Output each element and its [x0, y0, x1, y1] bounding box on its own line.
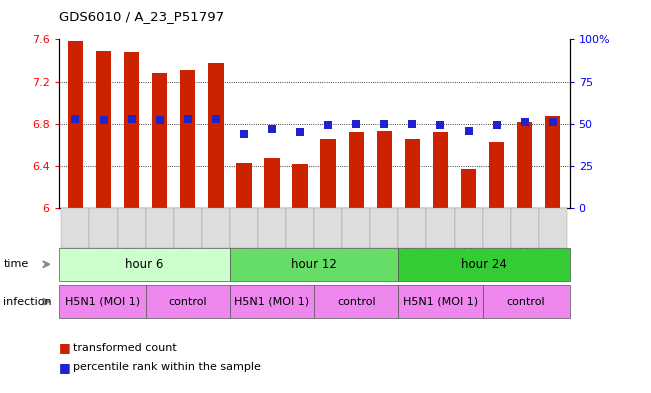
Text: hour 24: hour 24 — [461, 258, 507, 271]
Text: transformed count: transformed count — [73, 343, 176, 353]
Text: control: control — [169, 297, 207, 307]
Point — [547, 119, 558, 125]
Text: H5N1 (MOI 1): H5N1 (MOI 1) — [403, 297, 478, 307]
Point — [323, 122, 333, 129]
Text: H5N1 (MOI 1): H5N1 (MOI 1) — [64, 297, 140, 307]
Bar — [545, 116, 561, 208]
Point — [70, 116, 81, 122]
Text: time: time — [3, 259, 29, 269]
Bar — [124, 52, 139, 208]
Text: ■: ■ — [59, 361, 70, 374]
Point — [154, 117, 165, 123]
Point — [295, 129, 305, 135]
Bar — [292, 164, 308, 208]
Bar — [180, 70, 195, 208]
Bar — [489, 142, 505, 208]
Text: control: control — [337, 297, 376, 307]
Point — [182, 116, 193, 122]
Text: percentile rank within the sample: percentile rank within the sample — [73, 362, 261, 373]
Point — [267, 126, 277, 132]
Bar — [376, 131, 392, 208]
Point — [379, 121, 389, 127]
Bar — [96, 51, 111, 208]
Point — [98, 117, 109, 123]
Text: infection: infection — [3, 297, 52, 307]
Text: ■: ■ — [59, 341, 70, 354]
Bar — [236, 163, 252, 208]
Bar — [405, 139, 420, 208]
Bar — [264, 158, 280, 208]
Point — [211, 116, 221, 122]
Point — [351, 121, 361, 127]
Bar — [208, 62, 223, 208]
Point — [519, 119, 530, 125]
Point — [239, 131, 249, 137]
Point — [126, 116, 137, 122]
Bar — [152, 73, 167, 208]
Bar — [68, 41, 83, 208]
Text: control: control — [506, 297, 546, 307]
Text: H5N1 (MOI 1): H5N1 (MOI 1) — [234, 297, 310, 307]
Bar — [517, 122, 533, 208]
Point — [407, 121, 417, 127]
Text: GDS6010 / A_23_P51797: GDS6010 / A_23_P51797 — [59, 10, 224, 23]
Point — [436, 122, 446, 129]
Text: hour 6: hour 6 — [125, 258, 163, 271]
Bar — [433, 132, 448, 208]
Bar — [320, 139, 336, 208]
Point — [492, 122, 502, 129]
Text: hour 12: hour 12 — [291, 258, 337, 271]
Bar — [348, 132, 364, 208]
Bar — [461, 169, 477, 208]
Point — [464, 127, 474, 134]
